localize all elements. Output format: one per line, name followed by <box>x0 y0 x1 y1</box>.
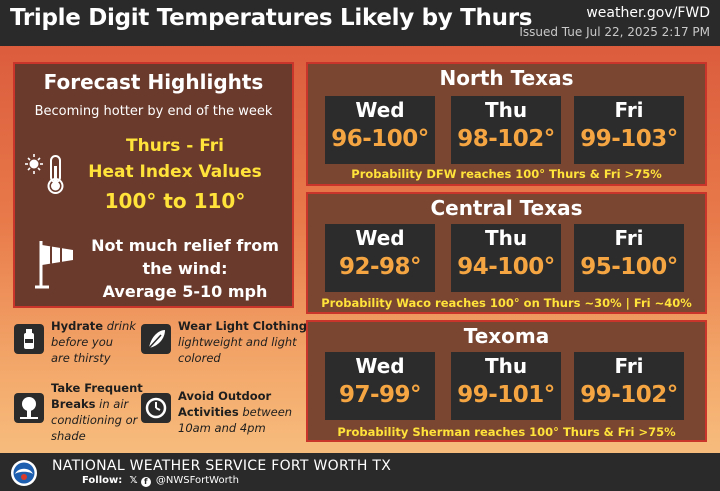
temp-range: 99-102° <box>580 382 678 408</box>
tip-breaks-title-2: Breaks <box>51 397 96 411</box>
tip-breaks-title-1: Take Frequent <box>51 381 143 395</box>
day-name: Wed <box>355 98 405 122</box>
follow-row: Follow: 𝕏 f @NWSFortWorth <box>82 475 239 487</box>
temp-range: 95-100° <box>580 254 678 280</box>
probability-note: Probability Sherman reaches 100° Thurs &… <box>337 425 676 439</box>
region-name: Texoma <box>463 324 550 348</box>
day-name: Thu <box>484 226 528 250</box>
day-box-fri: Fri 95-100° <box>574 224 684 292</box>
clothing-icon <box>141 324 171 354</box>
site-link[interactable]: weather.gov/FWD <box>586 5 710 21</box>
tip-clothing-title: Wear Light Clothing <box>178 319 308 333</box>
thermometer-sun-icon <box>25 154 64 194</box>
follow-label: Follow: <box>82 475 123 486</box>
day-name: Fri <box>614 98 644 122</box>
header-bar <box>0 0 720 46</box>
region-name: North Texas <box>439 66 574 90</box>
wind-line-3: Average 5-10 mph <box>102 282 268 301</box>
tip-clothing-text-1: lightweight and light <box>178 335 297 349</box>
day-name: Fri <box>614 354 644 378</box>
temp-range: 99-101° <box>457 382 555 408</box>
tip-breaks-text-1: in air <box>95 397 129 411</box>
footer-bar <box>0 453 720 491</box>
windsock-icon <box>35 241 73 289</box>
temp-range: 96-100° <box>331 126 429 152</box>
day-name: Wed <box>355 354 405 378</box>
day-box-fri: Fri 99-102° <box>574 352 684 420</box>
highlights-title: Forecast Highlights <box>43 70 264 94</box>
region-north-texas: North Texas Wed 96-100° Thu 98-102° Fri … <box>306 62 707 186</box>
region-central-texas: Central Texas Wed 92-98° Thu 94-100° Fri… <box>306 192 707 314</box>
tip-hydrate: Hydrate drink before you are thirsty <box>51 318 136 366</box>
day-box-thu: Thu 99-101° <box>451 352 561 420</box>
tip-avoid-title-2: Activities <box>178 405 239 419</box>
day-box-wed: Wed 96-100° <box>325 96 435 164</box>
probability-note: Probability DFW reaches 100° Thurs & Fri… <box>351 167 662 181</box>
day-name: Wed <box>355 226 405 250</box>
tip-breaks-text-2: conditioning or <box>51 413 138 427</box>
temp-range: 97-99° <box>338 382 422 408</box>
day-name: Thu <box>484 98 528 122</box>
tip-hydrate-text-1: drink <box>103 319 136 333</box>
tip-hydrate-text-3: are thirsty <box>51 351 111 365</box>
tip-avoid-title-1: Avoid Outdoor <box>178 389 272 403</box>
day-box-fri: Fri 99-103° <box>574 96 684 164</box>
tip-avoid-text-1: between <box>238 405 293 419</box>
tip-breaks: Take Frequent Breaks in air conditioning… <box>51 380 143 444</box>
heat-index-range: 100° to 110° <box>104 189 246 213</box>
temp-range: 94-100° <box>457 254 555 280</box>
day-box-thu: Thu 98-102° <box>451 96 561 164</box>
probability-note: Probability Waco reaches 100° on Thurs ~… <box>321 296 692 310</box>
tip-hydrate-title: Hydrate <box>51 319 104 333</box>
x-icon[interactable]: 𝕏 <box>129 475 138 486</box>
page-title: Triple Digit Temperatures Likely by Thur… <box>10 5 533 31</box>
wind-line-1: Not much relief from <box>91 236 279 255</box>
wind-summary: Not much relief from the wind: Average 5… <box>85 234 285 303</box>
temp-range: 99-103° <box>580 126 678 152</box>
region-name: Central Texas <box>430 196 583 220</box>
clock-icon <box>141 393 171 423</box>
tip-avoid-text-2: 10am and 4pm <box>178 421 266 435</box>
day-box-wed: Wed 97-99° <box>325 352 435 420</box>
day-box-thu: Thu 94-100° <box>451 224 561 292</box>
day-name: Fri <box>614 226 644 250</box>
tip-clothing: Wear Light Clothing lightweight and ligh… <box>178 318 307 366</box>
tip-breaks-text-3: shade <box>51 429 86 443</box>
region-texoma: Texoma Wed 97-99° Thu 99-101° Fri 99-102… <box>306 320 707 442</box>
tip-avoid-outdoor: Avoid Outdoor Activities between 10am an… <box>178 388 292 436</box>
footer-org-name: NATIONAL WEATHER SERVICE FORT WORTH TX <box>52 458 392 474</box>
temp-range: 98-102° <box>457 126 555 152</box>
heat-days: Thurs - Fri <box>126 136 224 156</box>
day-name: Thu <box>484 354 528 378</box>
social-handle[interactable]: @NWSFortWorth <box>155 475 239 486</box>
temp-range: 92-98° <box>338 254 422 280</box>
tree-icon <box>14 393 44 423</box>
issued-time: Issued Tue Jul 22, 2025 2:17 PM <box>519 25 710 39</box>
nws-logo-icon <box>11 460 37 486</box>
forecast-highlights-panel: Forecast Highlights Becoming hotter by e… <box>13 62 294 308</box>
highlights-subtitle: Becoming hotter by end of the week <box>34 104 273 119</box>
bottle-icon <box>14 324 44 354</box>
facebook-icon[interactable]: f <box>140 477 151 487</box>
heat-index-label: Heat Index Values <box>88 162 262 182</box>
tip-hydrate-text-2: before you <box>51 335 114 349</box>
day-box-wed: Wed 92-98° <box>325 224 435 292</box>
wind-line-2: the wind: <box>142 259 228 278</box>
tip-clothing-text-2: colored <box>178 351 221 365</box>
